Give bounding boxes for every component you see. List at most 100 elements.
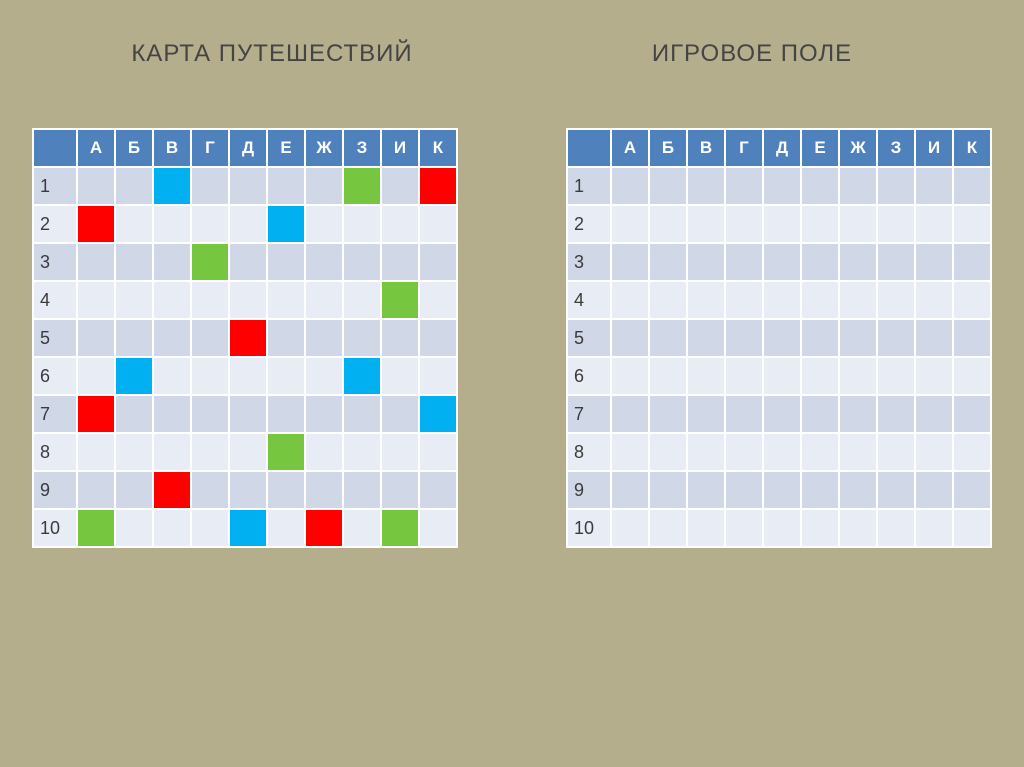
cell-6-Ж[interactable] (839, 357, 877, 395)
cell-4-И-green[interactable] (381, 281, 419, 319)
cell-3-И[interactable] (915, 243, 953, 281)
cell-9-Г[interactable] (725, 471, 763, 509)
cell-10-В[interactable] (153, 509, 191, 547)
cell-9-Д[interactable] (763, 471, 801, 509)
cell-10-К[interactable] (419, 509, 457, 547)
cell-8-Е-green[interactable] (267, 433, 305, 471)
cell-6-И[interactable] (381, 357, 419, 395)
cell-6-К[interactable] (419, 357, 457, 395)
cell-9-З[interactable] (877, 471, 915, 509)
cell-1-З[interactable] (877, 167, 915, 205)
cell-8-И[interactable] (915, 433, 953, 471)
cell-9-Ж[interactable] (305, 471, 343, 509)
cell-4-Е[interactable] (801, 281, 839, 319)
cell-9-Д[interactable] (229, 471, 267, 509)
cell-10-Г[interactable] (191, 509, 229, 547)
cell-8-И[interactable] (381, 433, 419, 471)
cell-4-И[interactable] (915, 281, 953, 319)
cell-10-А[interactable] (611, 509, 649, 547)
cell-5-Г[interactable] (191, 319, 229, 357)
cell-1-Г[interactable] (725, 167, 763, 205)
cell-10-З[interactable] (877, 509, 915, 547)
cell-1-А[interactable] (611, 167, 649, 205)
cell-4-Е[interactable] (267, 281, 305, 319)
cell-5-З[interactable] (343, 319, 381, 357)
cell-3-А[interactable] (611, 243, 649, 281)
cell-1-К-red[interactable] (419, 167, 457, 205)
cell-8-Б[interactable] (115, 433, 153, 471)
cell-10-Б[interactable] (649, 509, 687, 547)
cell-7-Б[interactable] (115, 395, 153, 433)
cell-4-З[interactable] (343, 281, 381, 319)
cell-5-Г[interactable] (725, 319, 763, 357)
cell-5-Б[interactable] (649, 319, 687, 357)
cell-2-А-red[interactable] (77, 205, 115, 243)
cell-5-К[interactable] (953, 319, 991, 357)
cell-2-Д[interactable] (763, 205, 801, 243)
cell-9-К[interactable] (419, 471, 457, 509)
cell-1-В-blue[interactable] (153, 167, 191, 205)
cell-3-Б[interactable] (115, 243, 153, 281)
cell-6-В[interactable] (687, 357, 725, 395)
cell-9-Ж[interactable] (839, 471, 877, 509)
cell-4-В[interactable] (153, 281, 191, 319)
cell-2-И[interactable] (381, 205, 419, 243)
cell-2-Д[interactable] (229, 205, 267, 243)
cell-9-И[interactable] (915, 471, 953, 509)
cell-2-И[interactable] (915, 205, 953, 243)
cell-8-А[interactable] (611, 433, 649, 471)
cell-7-З[interactable] (343, 395, 381, 433)
cell-6-Е[interactable] (267, 357, 305, 395)
cell-10-И[interactable] (915, 509, 953, 547)
cell-3-В[interactable] (153, 243, 191, 281)
cell-7-З[interactable] (877, 395, 915, 433)
cell-7-К[interactable] (953, 395, 991, 433)
cell-1-Ж[interactable] (305, 167, 343, 205)
cell-1-И[interactable] (381, 167, 419, 205)
cell-6-Г[interactable] (725, 357, 763, 395)
cell-4-Б[interactable] (115, 281, 153, 319)
cell-4-А[interactable] (611, 281, 649, 319)
cell-10-Е[interactable] (801, 509, 839, 547)
cell-10-Е[interactable] (267, 509, 305, 547)
cell-7-Д[interactable] (229, 395, 267, 433)
cell-2-З[interactable] (877, 205, 915, 243)
cell-1-Д[interactable] (763, 167, 801, 205)
cell-2-Б[interactable] (115, 205, 153, 243)
cell-5-Д-red[interactable] (229, 319, 267, 357)
cell-4-В[interactable] (687, 281, 725, 319)
cell-8-К[interactable] (419, 433, 457, 471)
cell-6-Б[interactable] (649, 357, 687, 395)
cell-5-Ж[interactable] (839, 319, 877, 357)
cell-1-И[interactable] (915, 167, 953, 205)
cell-9-В-red[interactable] (153, 471, 191, 509)
cell-7-К-blue[interactable] (419, 395, 457, 433)
cell-7-Б[interactable] (649, 395, 687, 433)
cell-7-Ж[interactable] (305, 395, 343, 433)
cell-4-К[interactable] (953, 281, 991, 319)
cell-3-Д[interactable] (763, 243, 801, 281)
cell-2-Б[interactable] (649, 205, 687, 243)
cell-1-Д[interactable] (229, 167, 267, 205)
cell-2-А[interactable] (611, 205, 649, 243)
cell-9-Г[interactable] (191, 471, 229, 509)
cell-4-З[interactable] (877, 281, 915, 319)
cell-4-К[interactable] (419, 281, 457, 319)
cell-7-И[interactable] (915, 395, 953, 433)
cell-1-Б[interactable] (649, 167, 687, 205)
cell-9-В[interactable] (687, 471, 725, 509)
cell-4-Ж[interactable] (305, 281, 343, 319)
cell-9-З[interactable] (343, 471, 381, 509)
cell-3-Е[interactable] (267, 243, 305, 281)
cell-10-Ж-red[interactable] (305, 509, 343, 547)
cell-2-З[interactable] (343, 205, 381, 243)
cell-2-Ж[interactable] (839, 205, 877, 243)
cell-5-З[interactable] (877, 319, 915, 357)
cell-5-И[interactable] (381, 319, 419, 357)
cell-5-Ж[interactable] (305, 319, 343, 357)
cell-6-Е[interactable] (801, 357, 839, 395)
cell-7-Е[interactable] (267, 395, 305, 433)
cell-9-Е[interactable] (267, 471, 305, 509)
cell-4-Г[interactable] (725, 281, 763, 319)
cell-6-Д[interactable] (229, 357, 267, 395)
